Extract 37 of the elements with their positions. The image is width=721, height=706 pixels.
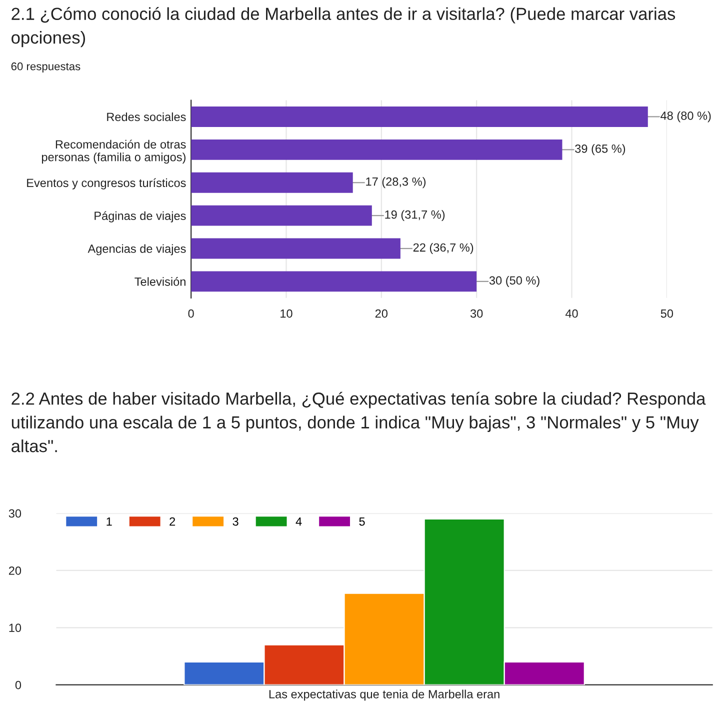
x-tick-label: 40 — [565, 309, 578, 318]
legend-label: 2 — [170, 517, 176, 526]
bar — [191, 205, 372, 226]
legend-label: 3 — [232, 517, 238, 526]
bar — [191, 238, 400, 259]
bar — [191, 139, 562, 160]
legend-label: 5 — [359, 517, 365, 526]
data-label: 22 (36,7 %) — [413, 243, 474, 254]
x-tick-label: 30 — [470, 309, 483, 318]
y-tick-label: Televisión — [134, 277, 186, 286]
y-tick-label: 10 — [9, 624, 22, 632]
x-tick-label: 10 — [280, 309, 292, 318]
bar — [191, 106, 648, 127]
bar — [191, 172, 353, 193]
x-tick-label: Las expectativas que tenia de Marbella eran — [269, 690, 500, 701]
x-tick-label: 50 — [660, 309, 674, 318]
y-tick-label: Eventos y congresos turísticos — [27, 178, 186, 190]
text: 60 respuestas — [11, 62, 80, 72]
chart-title: 2.1 ¿Cómo conoció la ciudad de Marbella antes de ir a visitarla? (Puede marcar varias opciones) — [12, 7, 676, 48]
legend-label: 1 — [106, 517, 112, 526]
y-tick-label: 0 — [15, 680, 22, 690]
data-label: 48 (80 %) — [660, 111, 711, 122]
chart-title: 2.2 Antes de haber visitado Marbella, ¿Qué expectativas tenía sobre la ciudad? Responda utilizando una escala de 1 a 5 puntos, donde 1 indica "Muy bajas", 3 "Normales" y 5 "Muy altas". — [12, 392, 706, 452]
data-label: 30 (50 %) — [489, 276, 540, 287]
x-tick-label: 0 — [188, 309, 194, 318]
data-label: 17 (28,3 %) — [366, 177, 426, 188]
y-tick-label: Redes sociales — [107, 112, 186, 122]
data-label: 19 (31,7 %) — [385, 210, 445, 222]
y-tick-label: Recomendación de otras personas (familia o amigos) — [42, 140, 186, 164]
y-tick-label: Agencias de viajes — [88, 244, 186, 256]
bar — [191, 271, 477, 292]
y-tick-label: Páginas de viajes — [94, 211, 186, 222]
data-label: 39 (65 %) — [575, 144, 626, 156]
x-tick-label: 20 — [375, 309, 388, 318]
legend-label: 4 — [296, 517, 302, 526]
y-tick-label: 30 — [8, 509, 22, 518]
y-tick-label: 20 — [8, 566, 22, 575]
